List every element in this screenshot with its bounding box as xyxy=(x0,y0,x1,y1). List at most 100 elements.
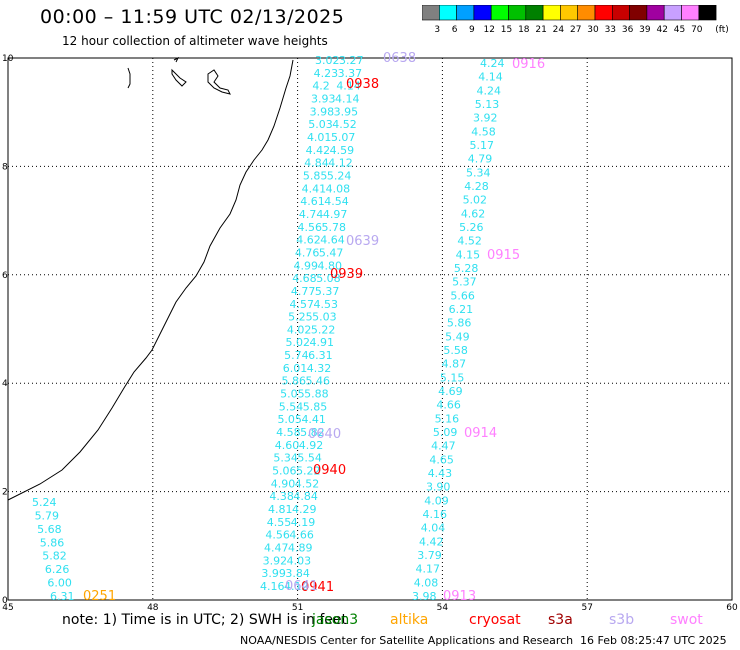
wave-height-value: 5.82 xyxy=(300,426,325,439)
wave-height-value: 4.53 xyxy=(314,298,339,311)
wave-height-value: 4.52 xyxy=(332,118,357,131)
pass-time-labels: 0638 0938 0916 0639 0915 0939 0640 0914 0940 0941… xyxy=(83,51,545,604)
wave-height-value: 4.03 xyxy=(287,554,312,567)
wave-height-value: 3.37 xyxy=(338,67,363,80)
wave-height-value: 5.24 xyxy=(327,169,352,182)
island-path xyxy=(207,69,231,95)
map-frame xyxy=(7,57,733,601)
pass-time-label: 0915 xyxy=(487,248,520,263)
pass-time-label: 0916 xyxy=(512,57,545,72)
pass-time-label: 0939 xyxy=(330,267,363,282)
wave-height-value: 3.27 xyxy=(339,54,364,67)
longitude-tick-label: 51 xyxy=(292,603,303,612)
wave-height-value: 4.64 xyxy=(320,234,345,247)
wave-height-value: 3.92 xyxy=(263,554,288,567)
pass-time-label: 0940 xyxy=(313,463,346,478)
wave-height-value: 4.74 xyxy=(299,208,324,221)
wave-height-value: 3.98 xyxy=(412,590,437,603)
wave-height-value: 4.47 xyxy=(264,542,289,555)
wave-height-value: 4.79 xyxy=(468,153,493,166)
longitude-tick-label: 60 xyxy=(726,603,738,612)
wave-height-value: 4.84 xyxy=(293,490,318,503)
wave-height-value: 4.41 xyxy=(301,413,326,426)
wave-height-value: 5.03 xyxy=(308,118,333,131)
wave-height-value: 4.97 xyxy=(323,208,348,221)
wave-height-value: 4.77 xyxy=(291,285,316,298)
wave-height-value: 5.05 xyxy=(280,388,305,401)
wave-height-value: 6.21 xyxy=(449,303,474,316)
wave-height-value: 5.86 xyxy=(40,536,65,549)
wave-height-value: 4.24 xyxy=(480,57,505,70)
pass-time-label: 0913 xyxy=(443,589,476,604)
wave-height-value: 5.46 xyxy=(305,375,330,388)
wave-height-value: 4.55 xyxy=(267,516,292,529)
satellite-legend-s3b: s3b xyxy=(609,612,635,628)
wave-height-color-scale: 3 6 9 12 15 18 21 24 27 30 33 36 39 42 45 70 (ft) xyxy=(422,5,729,35)
wave-height-value: 4.23 xyxy=(314,67,339,80)
wave-height-value: 4.17 xyxy=(415,563,440,576)
satellite-legend-cryosat: cryosat xyxy=(469,612,521,628)
latitude-tick-label: 4 xyxy=(2,379,8,389)
satellite-legend-jason3: jason3 xyxy=(312,612,359,628)
wave-height-value: 4.19 xyxy=(291,516,316,529)
wave-height-value: 3.98 xyxy=(310,105,335,118)
wave-height-value: 5.85 xyxy=(303,400,328,413)
wave-height-value: 5.37 xyxy=(452,276,477,289)
wave-height-value: 4.38 xyxy=(269,490,294,503)
color-scale-label: 24 xyxy=(553,25,565,35)
wave-height-value: 6.01 xyxy=(283,362,308,375)
wave-height-value: 3.79 xyxy=(417,549,442,562)
wave-height-value: 5.06 xyxy=(272,465,297,478)
wave-height-value: 4.89 xyxy=(288,542,313,555)
wave-height-value: 4.76 xyxy=(295,246,320,259)
wave-height-value: 4.57 xyxy=(290,298,315,311)
pass-time-label: 0641 xyxy=(285,579,318,594)
wave-height-value: 4.47 xyxy=(431,440,456,453)
wave-height-value: 4.02 xyxy=(287,323,312,336)
wave-height-value: 3.84 xyxy=(285,567,310,580)
wave-height-value: 5.07 xyxy=(331,131,356,144)
wave-height-value: 5.22 xyxy=(311,323,336,336)
wave-height-value: 4.41 xyxy=(302,182,327,195)
wave-height-value: 5.88 xyxy=(304,388,329,401)
wave-height-value: 4.81 xyxy=(268,503,293,516)
wave-height-value: 5.02 xyxy=(463,194,488,207)
wave-height-value: 5.79 xyxy=(35,509,60,522)
wave-height-value: 4.58 xyxy=(471,125,496,138)
wave-height-value: 4.28 xyxy=(464,180,489,193)
color-scale-label: 36 xyxy=(622,25,634,35)
footer-note: note: 1) Time is in UTC; 2) SWH is in fe… xyxy=(62,612,348,628)
wave-height-value: 4.01 xyxy=(307,131,332,144)
wave-height-value: 6.26 xyxy=(45,563,70,576)
longitude-tick-label: 54 xyxy=(437,603,449,612)
wave-height-value: 4.80 xyxy=(318,259,343,272)
wave-height-value: 5.34 xyxy=(273,452,298,465)
wave-height-value: 5.85 xyxy=(303,169,328,182)
color-scale-label: 45 xyxy=(674,25,685,35)
footer-organization: NOAA/NESDIS Center for Satellite Applica… xyxy=(240,634,574,647)
wave-height-value: 5.13 xyxy=(475,98,500,111)
wave-height-value: 4.08 xyxy=(414,576,439,589)
longitude-tick-label: 48 xyxy=(147,603,159,612)
wave-height-value: 4.2 xyxy=(312,80,330,93)
wave-height-value: 4.16 xyxy=(422,508,447,521)
wave-height-value: 4.52 xyxy=(457,235,482,248)
wave-height-value: 5.08 xyxy=(316,272,341,285)
pass-time-label: 0638 xyxy=(383,51,416,66)
wave-height-value: 4.99 xyxy=(294,259,319,272)
latitude-tick-label: 10 xyxy=(2,54,14,64)
satellite-legend: jason3 altika cryosat s3a s3b swot xyxy=(0,612,740,632)
wave-height-value: 5.86 xyxy=(447,317,472,330)
wave-height-value: 5.78 xyxy=(322,221,347,234)
color-scale-unit: (ft) xyxy=(715,25,729,35)
wave-height-value: 4.14 xyxy=(336,80,361,93)
latitude-tick-label: 0 xyxy=(2,596,8,606)
wave-height-value: 5.54 xyxy=(279,400,304,413)
wave-height-value: 5.15 xyxy=(440,371,465,384)
wave-height-value: 5.05 xyxy=(277,413,302,426)
wave-height-value: 5.28 xyxy=(454,262,479,275)
wave-height-value: 5.17 xyxy=(470,139,495,152)
wave-height-value: 4.14 xyxy=(335,92,360,105)
wave-height-value: 4.58 xyxy=(276,426,301,439)
wave-height-value: 3.02 xyxy=(315,54,340,67)
